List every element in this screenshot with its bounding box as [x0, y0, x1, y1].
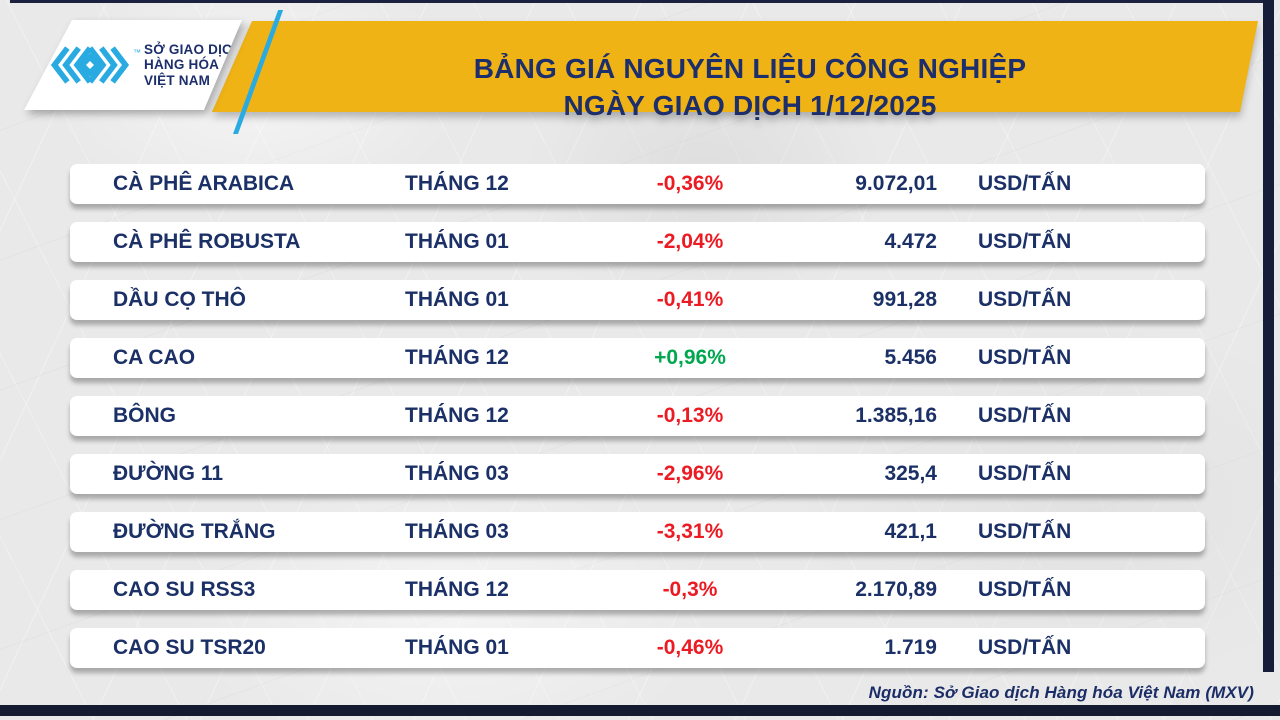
- percent-change: -3,31%: [656, 520, 724, 543]
- contract-month: THÁNG 01: [405, 288, 509, 311]
- frame-right-bar: [1263, 0, 1274, 672]
- commodity-name: CA CAO: [113, 346, 196, 369]
- contract-month: THÁNG 12: [405, 172, 509, 195]
- price-unit: USD/TẤN: [978, 346, 1072, 369]
- percent-change: -2,96%: [656, 462, 724, 485]
- mxv-logo-card: ™ SỞ GIAO DỊCH HÀNG HÓA VIỆT NAM: [0, 20, 320, 110]
- table-row: CÀ PHÊ ROBUSTA THÁNG 01 -2,04% 4.472 USD…: [70, 222, 1205, 262]
- price-unit: USD/TẤN: [978, 578, 1072, 601]
- price-value: 2.170,89: [855, 578, 937, 601]
- percent-change: -0,46%: [656, 636, 724, 659]
- percent-change: -0,13%: [656, 404, 724, 427]
- mxv-logo-text-line3: VIỆT NAM: [144, 72, 211, 88]
- price-unit: USD/TẤN: [978, 636, 1072, 659]
- contract-month: THÁNG 01: [405, 230, 509, 253]
- mxv-logo-icon: [50, 46, 130, 84]
- percent-change: -0,41%: [656, 288, 724, 311]
- table-row: DẦU CỌ THÔ THÁNG 01 -0,41% 991,28 USD/TẤ…: [70, 280, 1205, 320]
- commodity-name: BÔNG: [113, 404, 176, 427]
- frame-top-bar: [10, 0, 1264, 3]
- price-value: 4.472: [884, 230, 937, 253]
- trademark-symbol: ™: [133, 47, 141, 57]
- price-value: 421,1: [884, 520, 937, 543]
- page-title-line2: NGÀY GIAO DỊCH 1/12/2025: [563, 90, 937, 121]
- price-value: 9.072,01: [855, 172, 937, 195]
- commodity-name: CAO SU TSR20: [113, 636, 266, 659]
- page-title: BẢNG GIÁ NGUYÊN LIỆU CÔNG NGHIỆP NGÀY GI…: [260, 50, 1240, 124]
- price-value: 991,28: [872, 288, 937, 311]
- percent-change: -2,04%: [656, 230, 724, 253]
- contract-month: THÁNG 01: [405, 636, 509, 659]
- source-credit: Nguồn: Sở Giao dịch Hàng hóa Việt Nam (M…: [868, 683, 1254, 702]
- contract-month: THÁNG 03: [405, 520, 509, 543]
- table-row: ĐƯỜNG TRẮNG THÁNG 03 -3,31% 421,1 USD/TẤ…: [70, 512, 1205, 552]
- table-row: ĐƯỜNG 11 THÁNG 03 -2,96% 325,4 USD/TẤN: [70, 454, 1205, 494]
- table-row: CAO SU RSS3 THÁNG 12 -0,3% 2.170,89 USD/…: [70, 570, 1205, 610]
- commodity-name: CÀ PHÊ ROBUSTA: [113, 230, 301, 253]
- contract-month: THÁNG 12: [405, 404, 509, 427]
- mxv-logo-text: SỞ GIAO DỊCH HÀNG HÓA VIỆT NAM: [144, 42, 242, 89]
- price-unit: USD/TẤN: [978, 288, 1072, 311]
- contract-month: THÁNG 03: [405, 462, 509, 485]
- table-row: CA CAO THÁNG 12 +0,96% 5.456 USD/TẤN: [70, 338, 1205, 378]
- mxv-logo-text-line1: SỞ GIAO DỊCH: [144, 41, 242, 57]
- price-value: 5.456: [884, 346, 937, 369]
- commodity-name: ĐƯỜNG 11: [113, 462, 224, 485]
- price-unit: USD/TẤN: [978, 520, 1072, 543]
- title-banner-background: [212, 21, 1258, 112]
- table-row: CAO SU TSR20 THÁNG 01 -0,46% 1.719 USD/T…: [70, 628, 1205, 668]
- commodity-name: CÀ PHÊ ARABICA: [113, 172, 295, 195]
- page-title-line1: BẢNG GIÁ NGUYÊN LIỆU CÔNG NGHIỆP: [473, 53, 1027, 84]
- table-row: BÔNG THÁNG 12 -0,13% 1.385,16 USD/TẤN: [70, 396, 1205, 436]
- title-banner: BẢNG GIÁ NGUYÊN LIỆU CÔNG NGHIỆP NGÀY GI…: [0, 21, 1280, 121]
- percent-change: +0,96%: [654, 346, 726, 369]
- price-value: 325,4: [884, 462, 937, 485]
- percent-change: -0,3%: [662, 578, 718, 601]
- contract-month: THÁNG 12: [405, 346, 509, 369]
- price-value: 1.385,16: [855, 404, 937, 427]
- commodity-name: CAO SU RSS3: [113, 578, 256, 601]
- price-unit: USD/TẤN: [978, 172, 1072, 195]
- price-unit: USD/TẤN: [978, 462, 1072, 485]
- contract-month: THÁNG 12: [405, 578, 509, 601]
- price-unit: USD/TẤN: [978, 404, 1072, 427]
- frame-bottom-bar: [0, 705, 1280, 716]
- price-unit: USD/TẤN: [978, 230, 1072, 253]
- price-table: CÀ PHÊ ARABICA THÁNG 12 -0,36% 9.072,01 …: [70, 164, 1205, 686]
- mxv-logo-text-line2: HÀNG HÓA: [144, 57, 220, 73]
- price-value: 1.719: [884, 636, 937, 659]
- commodity-name: DẦU CỌ THÔ: [113, 288, 246, 311]
- table-row: CÀ PHÊ ARABICA THÁNG 12 -0,36% 9.072,01 …: [70, 164, 1205, 204]
- percent-change: -0,36%: [656, 172, 724, 195]
- commodity-name: ĐƯỜNG TRẮNG: [113, 520, 276, 543]
